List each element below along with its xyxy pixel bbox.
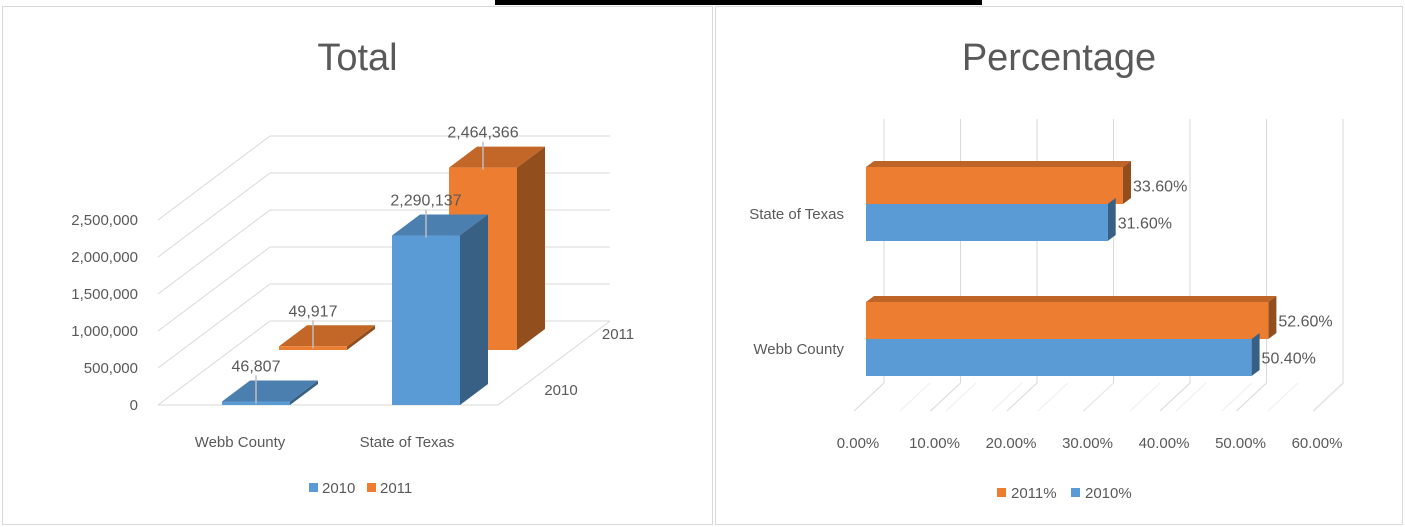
data-label: 2,290,137 [390,193,461,210]
legend-swatch-2010pct [1071,488,1080,497]
bar-side-2010 [290,380,318,405]
floor-gridline [1159,382,1191,412]
floor-gridline [1006,382,1038,412]
category-label: State of Texas [749,206,844,223]
x-tick-label: 40.00% [1139,435,1190,452]
side-wall-gridline [157,172,271,258]
bar-top-2010 [222,380,318,402]
x-tick-label: 30.00% [1062,435,1113,452]
category-label: Webb County [195,434,286,451]
percentage-chart-panel: Percentage 0.00% 10.00% 20.00% 30.00% 40.00%… [715,6,1403,525]
top-black-bar [495,0,982,5]
legend-label-2010: 2010 [322,480,355,497]
bar-end-2010% [1107,198,1116,241]
legend-swatch-2011 [367,483,376,492]
floor-gridline [930,382,961,412]
floor-hatch [1267,382,1299,412]
depth-label-2010: 2010 [544,382,577,399]
y-tick-label: 1,500,000 [71,286,138,303]
x-tick-label: 10.00% [909,435,960,452]
bar-side-2011 [517,146,545,350]
side-wall-gridline [157,209,271,295]
bar-end-2011% [1268,296,1277,339]
bar-top-2011 [449,146,545,168]
percentage-chart-title: Percentage [961,37,1157,79]
floor-hatch [1175,382,1207,412]
side-wall-gridline [157,283,271,369]
floor-hatch [899,382,931,412]
percentage-chart-svg: 0.00% 10.00% 20.00% 30.00% 40.00% 50.00% 60.00… [749,119,1345,502]
bar-2011%-webb-county [866,302,1269,339]
x-tick-label: 60.00% [1292,435,1343,452]
bar-2010%-state-of-texas [866,204,1108,241]
total-chart-panel: Total 0 500,000 1,000,000 1,500,000 2,000,00… [2,6,713,525]
floor-hatch [945,382,977,412]
floor-right-edge [497,320,611,406]
data-label: 50.40% [1262,351,1316,368]
bar-side-2010 [460,214,488,405]
bar-2010%-webb-county [866,339,1252,376]
data-label: 31.60% [1118,216,1172,233]
data-label: 46,807 [232,359,281,376]
legend-label: 2010% [1085,485,1132,502]
floor-hatch [1129,382,1161,412]
floor-gridline [853,382,885,412]
bar-top-2010 [392,214,488,236]
data-label: 52.60% [1278,314,1332,331]
legend-label-2011: 2011 [380,480,412,497]
legend-label: 2011% [1011,485,1057,502]
side-wall-gridline [157,246,271,332]
legend-swatch-2011pct [997,488,1006,497]
side-wall-gridline [157,135,271,221]
y-tick-label: 2,500,000 [71,212,138,229]
bar-top-2011 [279,325,375,347]
x-tick-label: 50.00% [1215,435,1266,452]
total-chart-svg: 0 500,000 1,000,000 1,500,000 2,000,000 2,500… [71,125,634,497]
legend-swatch-2010 [309,483,318,492]
depth-label-2011: 2011 [602,326,634,343]
side-wall-gridline [157,320,271,406]
floor-gridline [1236,382,1267,412]
y-tick-label: 500,000 [84,360,138,377]
floor-gridline [1312,382,1344,412]
category-label: State of Texas [360,434,455,451]
bar-side-2011 [347,325,375,350]
bar-end-2010% [1251,333,1260,376]
bar-2011%-state-of-texas [866,167,1124,204]
y-tick-label: 0 [130,397,138,414]
floor-hatch [1083,382,1115,412]
category-label: Webb County [753,341,844,358]
data-label: 49,917 [289,303,338,320]
data-label: 2,464,366 [447,125,518,142]
floor-hatch [1221,382,1253,412]
total-chart-title: Total [317,37,398,79]
floor-hatch [991,382,1023,412]
x-tick-label: 20.00% [986,435,1037,452]
bar-top-2011% [866,161,1131,167]
data-label: 33.60% [1133,179,1187,196]
y-tick-label: 2,000,000 [71,249,138,266]
bar-end-2011% [1123,161,1131,204]
x-tick-label: 0.00% [837,435,880,452]
floor-hatch [1313,382,1345,412]
y-tick-label: 1,000,000 [71,323,138,340]
bar-2010-state-of-texas [392,235,460,405]
floor-hatch [1037,382,1069,412]
bar-top-2011% [866,296,1277,302]
